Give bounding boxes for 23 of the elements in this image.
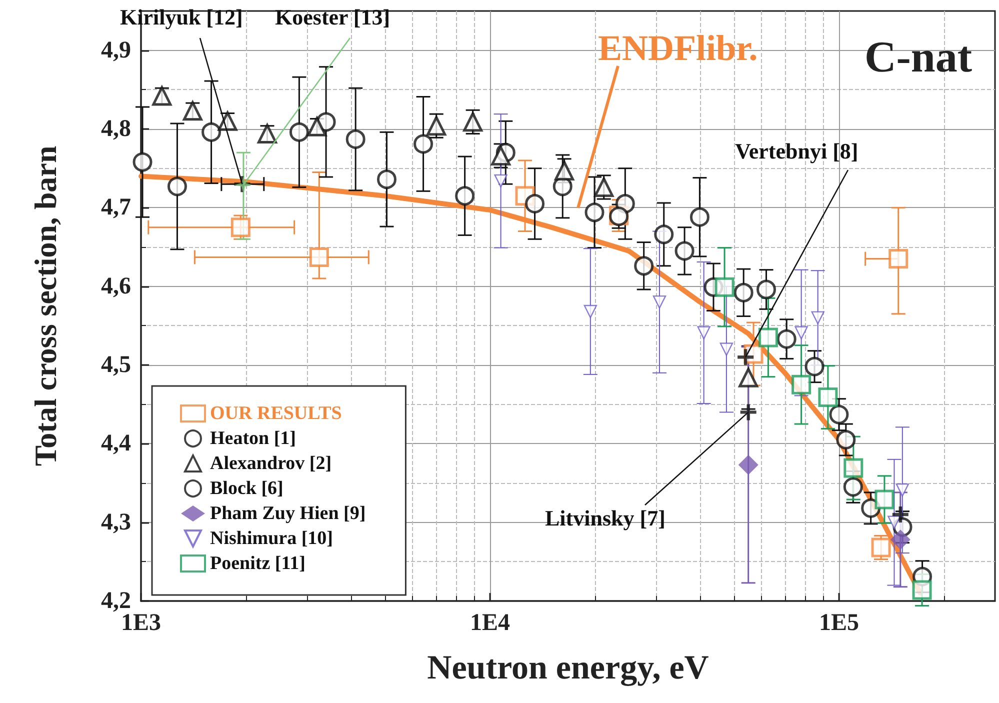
legend-label: Poenitz [11] bbox=[210, 553, 306, 574]
text: C-nat bbox=[864, 32, 972, 82]
x-axis-title: Neutron energy, eV bbox=[427, 650, 710, 686]
legend-label: Heaton [1] bbox=[210, 428, 296, 449]
y-axis-title: Total cross section, barn bbox=[28, 146, 63, 466]
legend-label: Pham Zuy Hien [9] bbox=[210, 503, 366, 524]
y-tick-label: 4,8 bbox=[101, 116, 131, 142]
annotation: ENDFlibr. bbox=[598, 28, 758, 68]
x-tick-label: 1E5 bbox=[818, 610, 859, 636]
legend-label: Block [6] bbox=[210, 478, 284, 499]
legend-label: OUR RESULTS bbox=[210, 403, 342, 424]
y-tick-label: 4,6 bbox=[101, 273, 131, 300]
x-tick-label: 1E4 bbox=[470, 610, 510, 636]
y-tick-label: 4,3 bbox=[101, 509, 131, 536]
y-tick-label: 4,4 bbox=[101, 430, 131, 457]
annotation: Litvinsky [7] bbox=[545, 506, 666, 530]
legend-label: Alexandrov [2] bbox=[210, 453, 332, 474]
annotation: Vertebnyi [8] bbox=[735, 138, 858, 164]
annotation: Koester [13] bbox=[275, 4, 390, 30]
y-tick-label: 4,5 bbox=[101, 352, 131, 378]
legend-label: Nishimura [10] bbox=[210, 528, 333, 549]
y-tick-label: 4,9 bbox=[101, 37, 131, 64]
y-tick-label: 4,7 bbox=[101, 194, 131, 221]
